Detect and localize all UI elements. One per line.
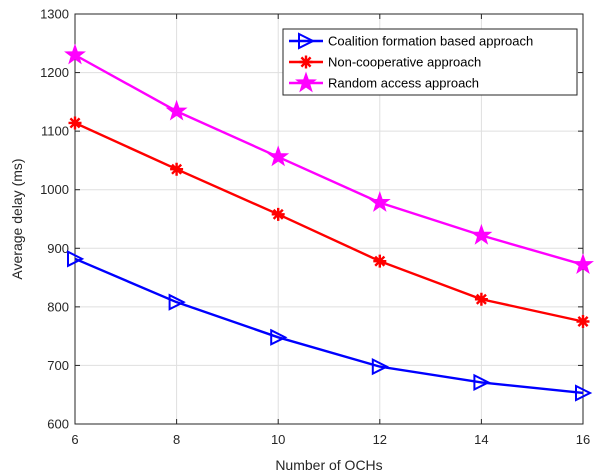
series-line bbox=[74, 121, 584, 323]
y-tick-label: 1300 bbox=[40, 7, 69, 22]
data-point bbox=[299, 55, 313, 69]
data-point bbox=[373, 254, 387, 268]
x-tick-label: 8 bbox=[173, 432, 180, 447]
legend-label: Random access approach bbox=[328, 76, 479, 91]
series-line bbox=[74, 257, 584, 395]
x-tick-label: 14 bbox=[474, 432, 488, 447]
y-axis-label: Average delay (ms) bbox=[9, 158, 25, 279]
data-point bbox=[576, 315, 590, 328]
legend-item: Coalition formation based approach bbox=[289, 32, 533, 50]
axis-ticks: 6 8 10 12 14 16 600 700 800 900 1000 1100 1200 1300 bbox=[40, 7, 590, 448]
data-point bbox=[68, 116, 82, 130]
data-point bbox=[368, 191, 391, 212]
data-point bbox=[165, 99, 188, 121]
legend: Coalition formation based approach Non-co… bbox=[282, 28, 578, 96]
data-point bbox=[470, 223, 493, 245]
plot-area bbox=[74, 13, 584, 425]
series-line bbox=[74, 53, 584, 266]
data-point bbox=[67, 250, 85, 268]
x-tick-label: 16 bbox=[576, 432, 590, 447]
series-2 bbox=[68, 116, 590, 328]
legend-label: Coalition formation based approach bbox=[328, 34, 533, 49]
x-tick-label: 6 bbox=[71, 432, 78, 447]
y-tick-label: 1000 bbox=[40, 182, 69, 197]
data-point bbox=[473, 373, 491, 392]
x-tick-label: 10 bbox=[271, 432, 285, 447]
series-3 bbox=[64, 43, 594, 275]
x-tick-label: 12 bbox=[373, 432, 387, 447]
data-point bbox=[371, 357, 390, 376]
data-point bbox=[474, 292, 488, 306]
data-point bbox=[64, 43, 86, 65]
data-point bbox=[267, 145, 290, 167]
series-layer bbox=[64, 43, 594, 402]
y-tick-label: 700 bbox=[47, 358, 69, 373]
data-point bbox=[270, 328, 288, 346]
y-tick-label: 1100 bbox=[41, 124, 69, 139]
y-tick-label: 900 bbox=[47, 241, 69, 256]
y-tick-label: 800 bbox=[47, 299, 69, 314]
y-tick-label: 600 bbox=[47, 417, 69, 432]
data-point bbox=[168, 293, 186, 311]
x-axis-label: Number of OCHs bbox=[275, 457, 382, 473]
data-point bbox=[295, 71, 317, 93]
data-point bbox=[170, 162, 184, 176]
legend-item: Random access approach bbox=[289, 71, 479, 93]
legend-item: Non-cooperative approach bbox=[289, 55, 481, 70]
data-point bbox=[271, 207, 285, 221]
series-1 bbox=[67, 250, 593, 402]
legend-label: Non-cooperative approach bbox=[328, 55, 481, 70]
legend-box bbox=[282, 28, 578, 96]
data-point bbox=[298, 32, 316, 50]
data-point bbox=[575, 384, 593, 402]
y-tick-label: 1200 bbox=[40, 65, 69, 80]
data-point bbox=[572, 253, 594, 275]
